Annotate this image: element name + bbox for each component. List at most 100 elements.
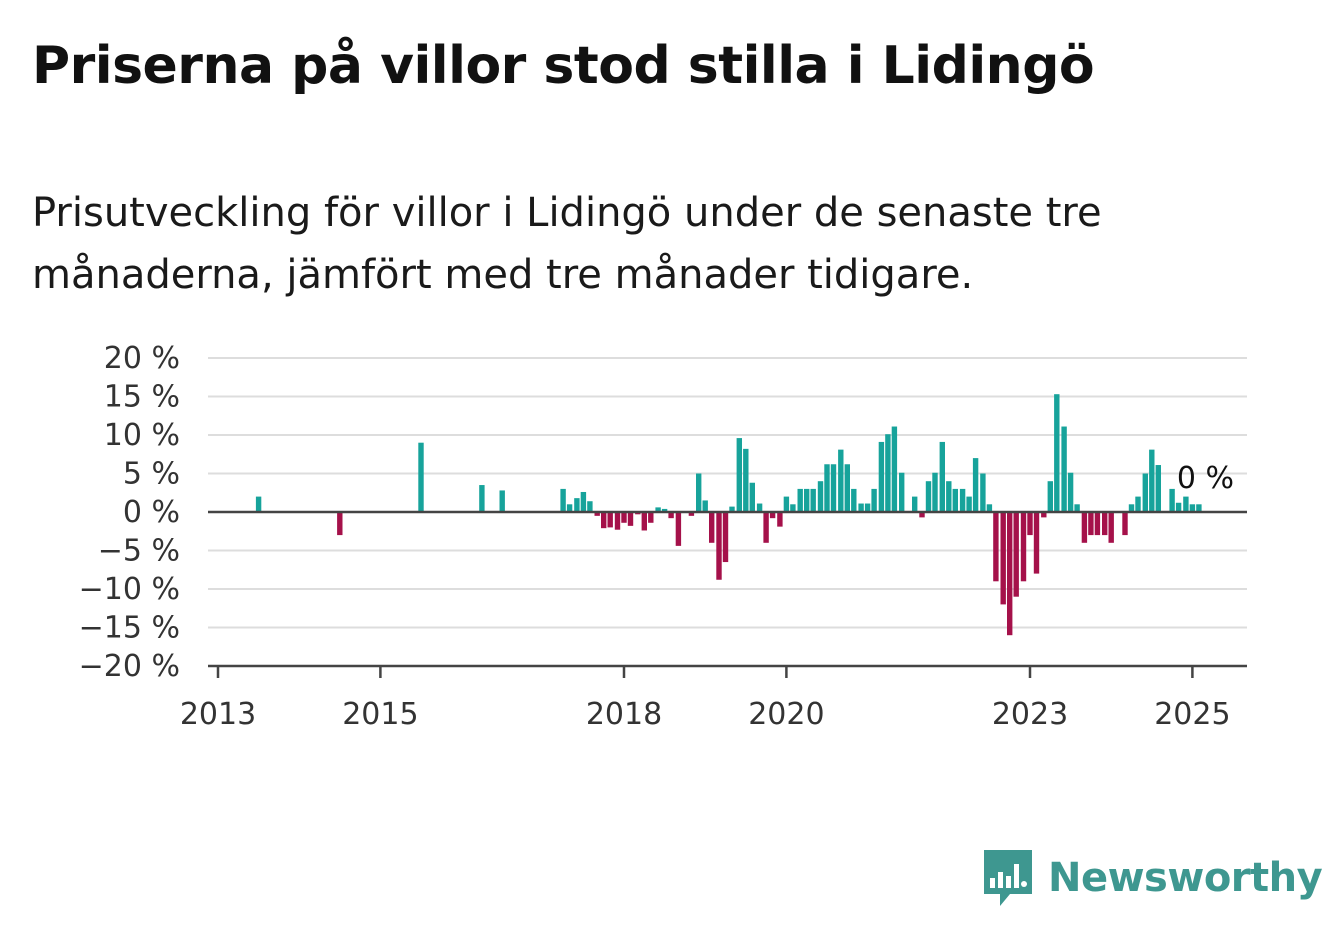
bar (939, 441, 945, 512)
bar (1169, 488, 1175, 512)
x-tick-label: 2013 (180, 697, 256, 732)
x-tick-label: 2015 (342, 697, 418, 732)
bar (661, 508, 668, 512)
bar (1149, 449, 1155, 512)
bar (1074, 504, 1080, 512)
bar (797, 488, 803, 512)
bar (722, 512, 729, 563)
x-tick-label: 2025 (1154, 697, 1230, 732)
bar (1175, 502, 1182, 512)
bar (729, 506, 735, 512)
bar (641, 512, 647, 531)
bar (255, 496, 262, 512)
bar (946, 481, 952, 512)
bar (499, 490, 505, 512)
chart-subtitle: Prisutveckling för villor i Lidingö unde… (32, 190, 1102, 298)
bar (769, 512, 776, 519)
bar (1094, 512, 1101, 536)
bar (594, 512, 600, 516)
x-axis: 2013 2015 2018 2020 2023 2025 (180, 666, 1231, 732)
bar (696, 473, 702, 512)
bar (952, 488, 958, 512)
bar (1054, 394, 1060, 512)
bar (851, 488, 857, 512)
y-tick-label: 20 % (104, 341, 180, 376)
last-value-label: 0 % (1177, 461, 1234, 496)
bar (1000, 512, 1006, 605)
bar (1033, 512, 1040, 574)
bar (601, 512, 607, 529)
bar (418, 442, 424, 512)
bar (627, 512, 634, 526)
bar (1142, 473, 1148, 512)
bar (743, 448, 749, 512)
bar (1027, 512, 1033, 536)
bar (878, 441, 885, 512)
brand-name: Newsworthy (1048, 855, 1322, 901)
bar (614, 512, 621, 530)
newsworthy-logo-icon (984, 850, 1032, 906)
bar (587, 501, 593, 512)
bar-series (255, 394, 1202, 636)
bar (736, 438, 742, 512)
bar (932, 472, 938, 512)
bar (899, 472, 905, 512)
bar (864, 503, 871, 512)
x-tick-label: 2023 (992, 697, 1068, 732)
x-tick-label: 2020 (748, 697, 824, 732)
bar (1135, 496, 1141, 512)
bar (621, 512, 627, 523)
bar (824, 464, 830, 512)
bar (580, 491, 587, 512)
bar (871, 488, 877, 512)
bar (830, 464, 837, 512)
bar (966, 496, 972, 512)
bar (844, 464, 850, 512)
y-tick-label: 0 % (123, 495, 180, 530)
bar (337, 512, 343, 536)
bar (749, 482, 755, 512)
bar (675, 512, 682, 546)
bar (993, 512, 999, 582)
bar (885, 434, 891, 512)
x-tick-label: 2018 (586, 697, 662, 732)
bar (1196, 504, 1202, 512)
bar (607, 512, 613, 528)
bar (716, 512, 722, 580)
bar (972, 458, 979, 512)
bar (1041, 512, 1047, 518)
bar (790, 504, 796, 512)
bar (1088, 512, 1094, 536)
bar (1013, 512, 1019, 597)
y-tick-label: −10 % (79, 572, 180, 607)
bar (1067, 472, 1074, 512)
bar (1007, 512, 1013, 636)
y-axis: 20 % 15 %10 % 5 %0 % −5 %−10 % −15 %−20 % (79, 341, 180, 684)
bar (1183, 496, 1189, 512)
bar (709, 512, 715, 543)
bar (891, 426, 898, 512)
y-tick-label: 10 % (104, 418, 180, 453)
bar (858, 503, 864, 512)
y-tick-label: −15 % (79, 611, 180, 646)
chart-title: Priserna på villor stod stilla i Lidingö (32, 36, 1095, 96)
bar (925, 481, 932, 512)
grid-lines (208, 357, 1247, 629)
bar (980, 473, 986, 512)
bar (783, 496, 790, 512)
bar (919, 512, 925, 518)
bar (1108, 512, 1114, 543)
bar (574, 498, 580, 512)
brand-logo: Newsworthy (980, 848, 1322, 908)
bar (702, 500, 708, 512)
bar (560, 488, 566, 512)
bar (810, 488, 816, 512)
bar (763, 512, 769, 543)
bar (1081, 512, 1088, 543)
bar (1020, 512, 1027, 582)
bar (986, 504, 993, 512)
bar (838, 449, 844, 512)
bar (1061, 426, 1067, 512)
bar (777, 512, 783, 527)
